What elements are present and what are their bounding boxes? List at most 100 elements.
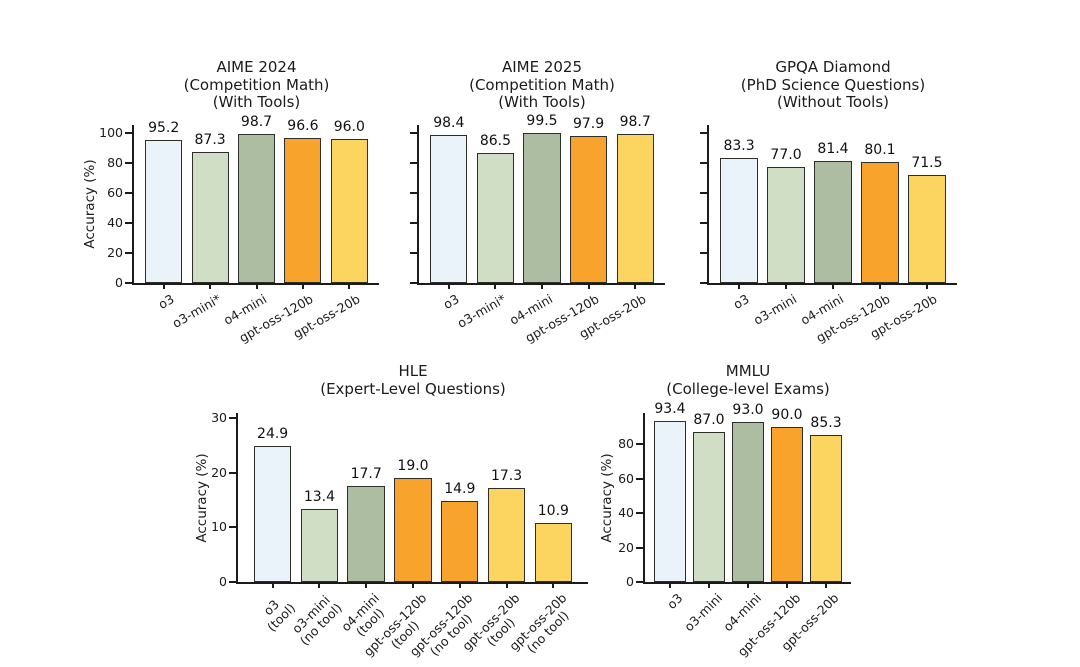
bar-value-label: 90.0 [771, 406, 803, 423]
bar-gpt-oss-120b [771, 426, 803, 582]
bar-o4-mini [523, 133, 561, 283]
y-axis [707, 125, 709, 285]
bar-value-label: 24.9 [257, 426, 289, 443]
y-tick-mark [636, 546, 643, 549]
bar-value-label: 81.4 [817, 140, 849, 157]
x-tick-label: o3-mini [750, 291, 800, 328]
bar-o4-mini-tool [347, 485, 385, 582]
x-tick-mark [786, 582, 788, 588]
y-tick-label: 20 [211, 464, 227, 480]
bar-gpt-oss-120b-no-tool [441, 500, 479, 582]
x-tick-mark [162, 283, 165, 289]
bar-o3-tool [253, 446, 292, 582]
bar-gpt-oss-20b-tool [487, 487, 526, 582]
bar-value-label: 96.6 [287, 117, 319, 134]
x-tick-mark [878, 283, 881, 289]
bar-o3 [145, 139, 183, 283]
y-tick-mark [636, 512, 643, 515]
y-tick-label: 40 [107, 214, 123, 230]
bar-gpt-oss-120b-tool [394, 478, 432, 582]
x-tick-mark [925, 283, 928, 289]
bar-value-label: 86.5 [479, 132, 511, 149]
plot-area: 98.4 o3 86.5 o3-mini* 99.5 o4-mini 97.9 gpt-oss… [410, 113, 665, 345]
y-tick-mark [410, 161, 417, 164]
x-tick-mark [494, 283, 497, 289]
bar-o3-mini [767, 167, 805, 283]
y-tick-label: 20 [107, 244, 123, 260]
x-tick-mark [209, 283, 212, 289]
y-tick-mark [636, 477, 643, 480]
y-tick-mark [125, 191, 132, 194]
bar-o3 [430, 134, 468, 283]
x-tick-mark [301, 283, 304, 289]
bar-gpt-oss-20b [330, 138, 368, 283]
y-tick-label: 40 [618, 505, 634, 521]
plot-area: 0 10 20 30 24.9 o3 (tool) 13.4 o3-mini (no tool… [211, 410, 588, 659]
y-tick-mark [410, 191, 417, 194]
y-tick-label: 60 [107, 184, 123, 200]
bar-value-label: 10.9 [537, 502, 569, 519]
x-tick-mark [271, 582, 274, 588]
y-tick-label: 10 [211, 519, 227, 535]
y-axis [417, 125, 419, 285]
plot-area: 83.3 o3 77.0 o3-mini 81.4 o4-mini 80.1 gpt-oss-… [700, 125, 957, 345]
bar-value-label: 98.4 [433, 114, 465, 131]
bar-value-label: 17.7 [350, 465, 382, 482]
bar-o3-mini-no-tool [300, 508, 339, 582]
bar-o3 [654, 420, 686, 582]
x-tick-label: o3 [155, 291, 177, 312]
y-tick-label: 0 [115, 275, 123, 290]
chart-hle: HLE (Expert-Level Questions) Accuracy (%… [194, 362, 588, 659]
y-tick-mark [700, 251, 707, 254]
bar-value-label: 96.0 [333, 118, 365, 135]
bar-gpt-oss-20b [616, 134, 654, 283]
x-tick-mark [832, 283, 834, 289]
x-tick-mark [447, 283, 450, 289]
y-axis [132, 125, 134, 285]
x-tick-label: o3-mini* [169, 291, 224, 331]
x-tick-mark [747, 582, 749, 588]
chart-title: MMLU (College-level Exams) [666, 362, 830, 398]
y-tick-label: 80 [618, 436, 634, 452]
chart-title: AIME 2024 (Competition Math) (With Tools… [183, 58, 330, 111]
x-tick-label: o3-mini (no tool) [289, 592, 346, 649]
x-tick-mark [825, 582, 828, 588]
x-tick-mark [365, 582, 368, 588]
x-tick-mark [785, 283, 788, 289]
x-tick-mark [587, 283, 590, 289]
y-tick-mark [410, 221, 417, 224]
y-tick-mark [700, 191, 707, 194]
x-tick-mark [255, 283, 258, 289]
bar-o4-mini [732, 421, 764, 582]
bar-value-label: 97.9 [572, 115, 605, 132]
y-tick-label: 30 [211, 410, 227, 426]
bar-o3-mini [191, 151, 229, 283]
y-tick-label: 0 [626, 574, 634, 589]
x-tick-mark [505, 582, 508, 588]
y-tick-mark [636, 443, 643, 446]
bar-value-label: 19.0 [397, 458, 429, 475]
chart-title: AIME 2025 (Competition Math) (With Tools… [469, 58, 615, 111]
bar-o4-mini [237, 134, 276, 283]
y-tick-mark [700, 131, 707, 134]
y-tick-mark [410, 131, 417, 134]
chart-title: HLE (Expert-Level Questions) [320, 362, 506, 398]
bar-o3-mini [693, 431, 725, 582]
x-tick-mark [707, 582, 710, 588]
bar-value-label: 71.5 [911, 155, 943, 172]
bar-gpt-oss-20b [908, 175, 946, 283]
bar-value-label: 77.0 [770, 147, 802, 164]
y-axis [236, 413, 238, 584]
bar-value-label: 87.3 [194, 131, 226, 148]
x-tick-mark [552, 582, 555, 588]
y-tick-mark [410, 251, 417, 254]
chart-mmlu: MMLU (College-level Exams) Accuracy (%) … [599, 362, 851, 659]
bar-o3 [720, 157, 758, 283]
x-tick-mark [348, 283, 351, 289]
x-tick-mark [668, 582, 671, 588]
y-axis-label: Accuracy (%) [82, 159, 98, 249]
chart-aime-2024: AIME 2024 (Competition Math) (With Tools… [82, 58, 379, 345]
y-tick-mark [700, 161, 707, 164]
bar-gpt-oss-20b-no-tool [534, 522, 573, 582]
